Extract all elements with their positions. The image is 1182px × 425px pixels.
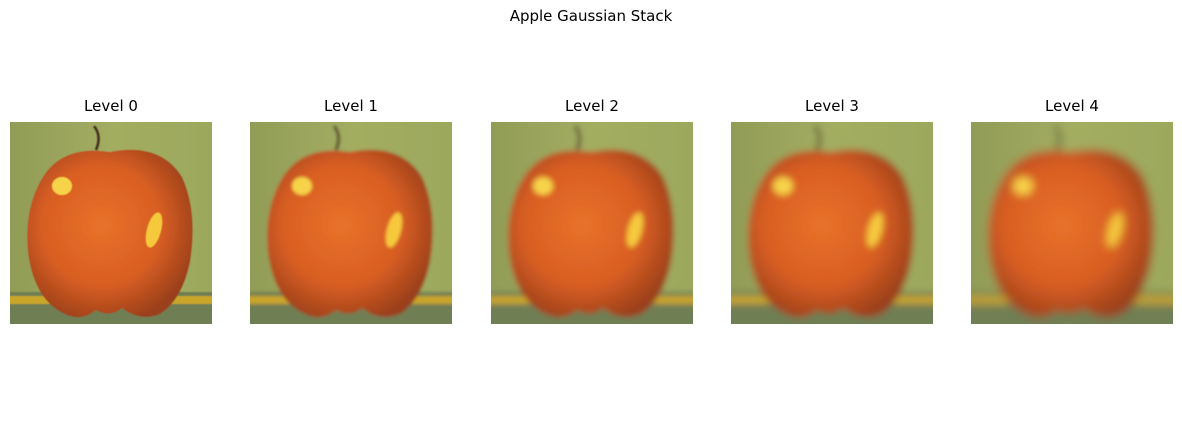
level-2-panel: Level 2 <box>491 96 693 324</box>
level-4-panel: Level 4 <box>971 96 1173 324</box>
level-1-title: Level 1 <box>324 97 378 115</box>
level-1-panel: Level 1 <box>250 96 452 324</box>
figure-title: Apple Gaussian Stack <box>509 7 673 25</box>
apple-level-2-image <box>491 122 693 324</box>
level-0-panel: Level 0 <box>10 96 212 324</box>
apple-level-4-image <box>971 122 1173 324</box>
level-0-title: Level 0 <box>84 97 138 115</box>
apple-level-3-image <box>731 122 933 324</box>
apple-level-1-image <box>250 122 452 324</box>
level-3-title: Level 3 <box>805 97 859 115</box>
level-4-title: Level 4 <box>1045 97 1099 115</box>
level-3-panel: Level 3 <box>731 96 933 324</box>
apple-level-0-image <box>10 122 212 324</box>
level-2-title: Level 2 <box>565 97 619 115</box>
